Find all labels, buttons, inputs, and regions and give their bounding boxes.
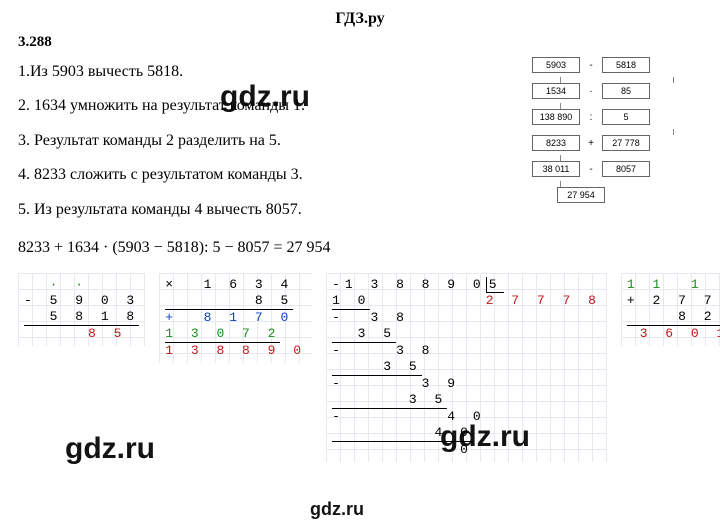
flow-box: 8233	[532, 135, 580, 151]
column-calculations: · · - 5 9 0 3 5 8 1 8 8 5 × 1 6 3 4 8 5 …	[18, 273, 702, 462]
flowchart: 5903 - 5818 1534 · 85 138 890 : 5 8233 +…	[532, 57, 702, 273]
problem-number: 3.288	[18, 34, 702, 51]
flow-op: ·	[584, 86, 598, 97]
flow-row: 38 011 - 8057	[532, 161, 702, 177]
step-5: 5. Из результата команды 4 вычесть 8057.	[18, 195, 524, 225]
calc-line: 0	[332, 442, 601, 458]
calc-line: - 3 8	[332, 310, 601, 326]
calc-line: - 4 0	[332, 409, 601, 425]
calc-carry: 1 1 1	[627, 277, 720, 293]
calc-multiplication: × 1 6 3 4 8 5 + 8 1 7 0 1 3 0 7 2 1 3 8 …	[159, 273, 312, 363]
calc-line: 3 5	[332, 392, 447, 409]
calc-line: 4 0	[332, 425, 473, 442]
calc-line: - 3 8	[332, 343, 601, 359]
calc-addition: 1 1 1 + 2 7 7 7 8 8 2 3 3 3 6 0 1 1	[621, 273, 720, 346]
main-content: 1.Из 5903 вычесть 5818. 2. 1634 умножить…	[18, 57, 702, 273]
flow-box: 27 778	[602, 135, 650, 151]
flow-op: :	[584, 112, 598, 123]
flow-op: +	[584, 138, 598, 149]
site-title: ГДЗ.ру	[18, 10, 702, 28]
calc-line: -1 3 8 8 9 05	[332, 277, 601, 293]
calc-partial: + 8 1 7 0	[165, 310, 306, 326]
flow-row: 5903 - 5818	[532, 57, 702, 73]
step-4: 4. 8233 сложить с результатом команды 3.	[18, 160, 524, 190]
watermark: gdz.ru	[310, 499, 364, 520]
calc-result: 3 6 0 1 1	[627, 326, 720, 342]
calc-partial: 1 3 0 7 2	[165, 326, 280, 343]
flow-op: -	[584, 164, 598, 175]
step-2: 2. 1634 умножить на результат команды 1.	[18, 91, 524, 121]
calc-line: + 2 7 7 7 8	[627, 293, 720, 309]
flow-box: 85	[602, 83, 650, 99]
flow-box: 38 011	[532, 161, 580, 177]
flow-row: 8233 + 27 778	[532, 135, 702, 151]
calc-line: 3 5	[332, 359, 422, 376]
calc-line: 5 8 1 8	[24, 309, 139, 326]
calc-line: 8 5	[165, 293, 293, 310]
calc-line: × 1 6 3 4	[165, 277, 306, 293]
calc-line: 1 0 2 7 7 7 8	[332, 293, 601, 310]
calc-dots: · ·	[24, 277, 139, 293]
steps-list: 1.Из 5903 вычесть 5818. 2. 1634 умножить…	[18, 57, 524, 273]
calc-division: -1 3 8 8 9 05 1 0 2 7 7 7 8 - 3 8 3 5 - …	[326, 273, 607, 462]
flow-box: 138 890	[532, 109, 580, 125]
flow-box: 1534	[532, 83, 580, 99]
step-1: 1.Из 5903 вычесть 5818.	[18, 57, 524, 87]
step-3: 3. Результат команды 2 разделить на 5.	[18, 126, 524, 156]
flow-box: 5903	[532, 57, 580, 73]
calc-result: 8 5	[24, 326, 139, 342]
flow-box: 5	[602, 109, 650, 125]
flow-row: 138 890 : 5	[532, 109, 702, 125]
flow-result-row: 27 954	[532, 187, 702, 203]
flow-box: 5818	[602, 57, 650, 73]
calc-line: - 5 9 0 3	[24, 293, 139, 309]
final-equation: 8233 + 1634 · (5903 − 5818): 5 − 8057 = …	[18, 233, 524, 263]
flow-op: -	[584, 60, 598, 71]
calc-line: - 3 9	[332, 376, 601, 392]
calc-line: 3 5	[332, 326, 396, 343]
flow-row: 1534 · 85	[532, 83, 702, 99]
flow-result: 27 954	[557, 187, 605, 203]
calc-result: 1 3 8 8 9 0	[165, 343, 306, 359]
calc-subtraction-1: · · - 5 9 0 3 5 8 1 8 8 5	[18, 273, 145, 346]
calc-line: 8 2 3 3	[627, 309, 720, 326]
flow-box: 8057	[602, 161, 650, 177]
